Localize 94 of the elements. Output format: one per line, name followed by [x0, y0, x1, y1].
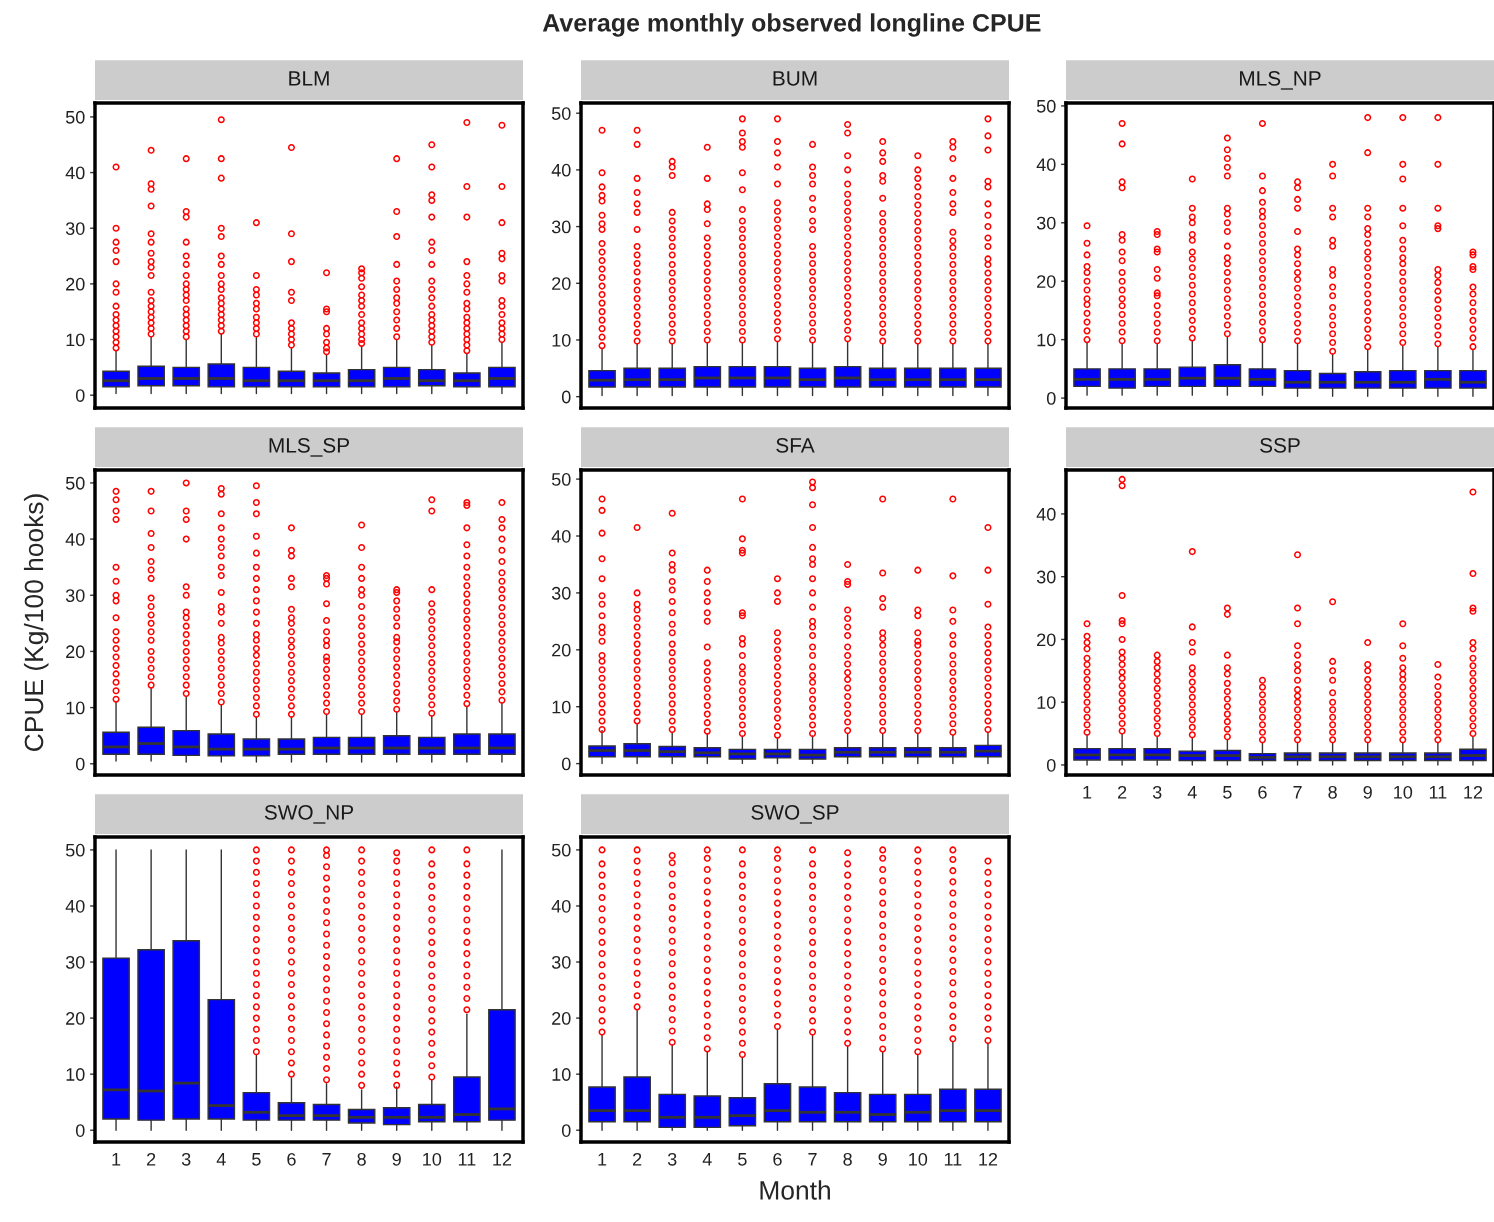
y-tick-label: 30	[65, 955, 85, 969]
y-tick-label: 20	[66, 277, 85, 291]
text: Average monthly observed longline CPUE	[542, 13, 1041, 37]
y-tick-label: 10	[66, 1068, 85, 1081]
chart-title: MLS_SP	[269, 437, 350, 457]
y-tick-label: 30	[1036, 570, 1056, 584]
x-tick-label: 2	[147, 1152, 156, 1166]
y-tick-label: 40	[65, 166, 85, 180]
y-tick-label: 10	[1037, 696, 1056, 709]
x-tick-label: 10	[423, 1152, 442, 1166]
x-tick-label: 11	[1429, 786, 1447, 799]
y-tick-label: 10	[552, 1068, 571, 1081]
y-tick-label: 30	[551, 955, 571, 969]
y-tick-label: 40	[65, 533, 85, 546]
x-tick-label: 4	[1187, 786, 1197, 799]
y-tick-label: 50	[65, 476, 85, 490]
y-tick-label: 20	[66, 645, 85, 659]
x-tick-label: 10	[1394, 785, 1413, 799]
y-tick-label: 0	[561, 757, 571, 771]
y-tick-label: 10	[66, 701, 85, 715]
x-tick-label: 9	[392, 1152, 401, 1166]
y-tick-label: 50	[65, 843, 85, 857]
x-tick-label: 3	[667, 1152, 677, 1166]
x-tick-label: 8	[357, 1152, 366, 1166]
y-tick-label: 20	[552, 1012, 571, 1025]
y-tick-label: 50	[551, 843, 571, 857]
y-tick-label: 20	[552, 277, 571, 290]
x-tick-label: 3	[1152, 785, 1162, 799]
y-tick-label: 40	[551, 529, 571, 543]
x-axis-title: Month	[760, 1180, 830, 1200]
y-tick-label: 0	[75, 757, 85, 771]
x-tick-label: 12	[1464, 785, 1483, 799]
x-tick-label: 10	[909, 1152, 928, 1166]
x-tick-label: 11	[944, 1153, 962, 1166]
y-tick-label: 30	[551, 220, 571, 234]
chart-title: BLM	[289, 71, 329, 86]
x-tick-label: 3	[181, 1152, 191, 1166]
chart-title: SWO_NP	[264, 804, 354, 824]
x-tick-label: 8	[1328, 785, 1337, 799]
x-tick-label: 4	[702, 1153, 712, 1166]
y-tick-label: 40	[551, 899, 571, 913]
y-tick-label: 20	[66, 1012, 85, 1025]
chart-title: SSP	[1260, 437, 1300, 453]
y-tick-label: 50	[551, 473, 571, 486]
x-tick-label: 2	[633, 1152, 642, 1166]
y-tick-label: 20	[552, 643, 571, 657]
x-tick-label: 4	[216, 1153, 226, 1166]
y-tick-label: 0	[75, 1124, 85, 1137]
y-tick-label: 20	[1037, 275, 1056, 288]
x-tick-label: 8	[843, 1152, 852, 1166]
x-tick-label: 12	[493, 1152, 512, 1166]
x-tick-label: 6	[287, 1152, 296, 1166]
chart-title: BUM	[773, 71, 817, 86]
x-tick-label: 6	[773, 1152, 782, 1166]
y-tick-label: 30	[1036, 216, 1056, 230]
x-tick-label: 12	[979, 1152, 998, 1166]
y-tick-label: 50	[1036, 99, 1056, 113]
y-tick-label: 20	[1037, 633, 1056, 647]
y-tick-label: 10	[552, 333, 571, 347]
y-tick-label: 30	[65, 222, 85, 235]
y-axis-title: CPUE (Kg/100 hooks)	[23, 494, 49, 751]
x-tick-label: 9	[878, 1152, 887, 1166]
y-tick-label: 0	[1046, 758, 1056, 772]
y-tick-label: 10	[66, 333, 85, 347]
x-tick-label: 6	[1258, 785, 1267, 799]
y-tick-label: 30	[65, 589, 85, 602]
x-tick-label: 11	[458, 1153, 476, 1166]
x-tick-label: 7	[322, 1153, 331, 1166]
x-tick-label: 2	[1118, 785, 1127, 799]
x-tick-label: 7	[1293, 786, 1302, 799]
chart-title: SWO_SP	[751, 804, 839, 824]
y-tick-label: 40	[1036, 158, 1056, 172]
y-tick-label: 0	[561, 1124, 571, 1137]
x-tick-label: 5	[252, 1153, 261, 1166]
y-tick-label: 0	[561, 390, 571, 404]
chart-title: SFA	[776, 437, 815, 453]
x-tick-label: 5	[1223, 786, 1232, 799]
y-tick-label: 40	[65, 899, 85, 913]
x-tick-label: 9	[1363, 785, 1372, 799]
y-tick-label: 40	[551, 163, 571, 177]
y-tick-label: 10	[552, 700, 571, 714]
x-tick-label: 1	[112, 1153, 121, 1166]
y-tick-label: 50	[551, 107, 571, 120]
x-tick-label: 1	[1083, 786, 1092, 799]
y-tick-label: 30	[551, 586, 571, 600]
y-tick-label: 0	[1046, 392, 1056, 405]
x-tick-label: 7	[808, 1153, 817, 1166]
y-tick-label: 50	[65, 110, 85, 124]
chart-title: MLS_NP	[1240, 70, 1321, 90]
x-tick-label: 5	[738, 1153, 747, 1166]
x-tick-label: 1	[598, 1153, 607, 1166]
y-tick-label: 40	[1036, 507, 1056, 521]
y-tick-label: 10	[1037, 333, 1056, 347]
y-tick-label: 0	[75, 389, 85, 402]
